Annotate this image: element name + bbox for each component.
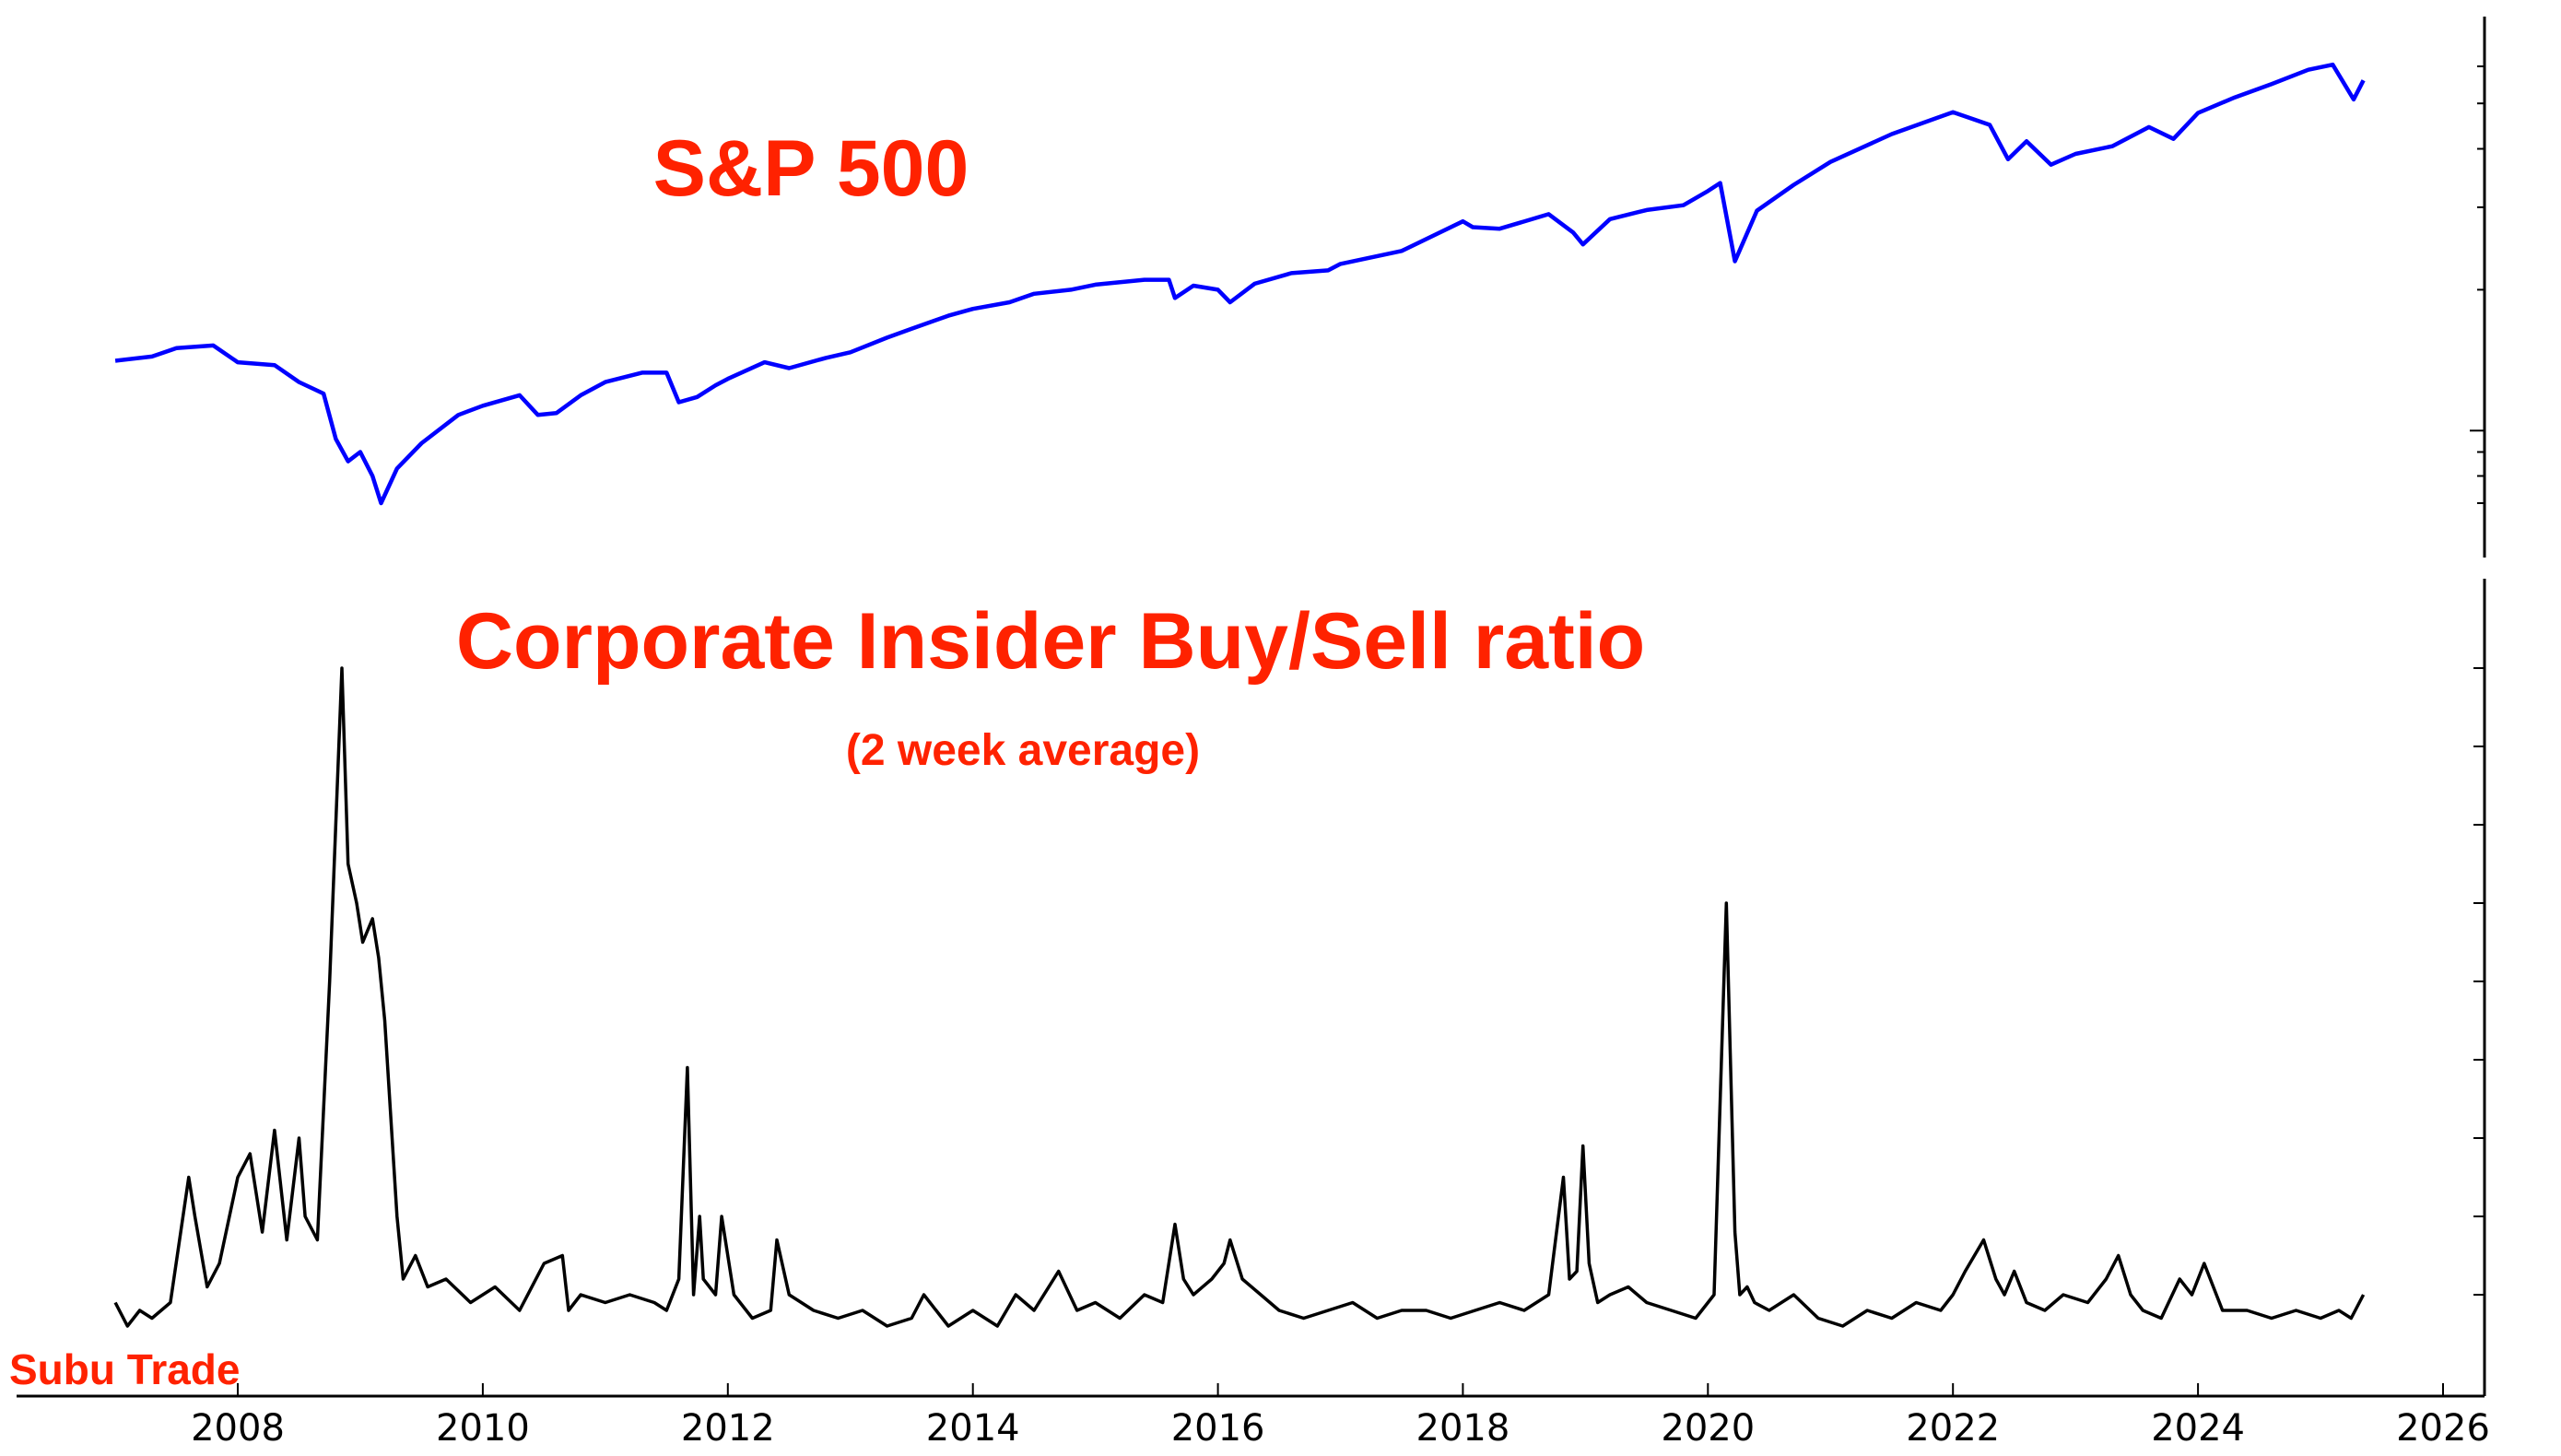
x-tick-label: 2010 xyxy=(436,1407,530,1450)
sp500-y-ticks xyxy=(2470,65,2485,504)
x-tick-label: 2020 xyxy=(1661,1407,1755,1450)
insider-panel: 2008 2010 2012 2014 2016 2018 2020 2022 2024 2026… xyxy=(17,579,2490,1450)
insider-title: Corporate Insider Buy/Sell ratio xyxy=(456,597,1645,686)
x-tick-label: 2016 xyxy=(1171,1407,1265,1450)
sp500-panel: S&P 500 xyxy=(114,17,2486,558)
x-tick-label: 2008 xyxy=(191,1407,285,1450)
x-tick-label: 2022 xyxy=(1906,1407,2000,1450)
watermark-text: Subu Trade xyxy=(9,1345,240,1393)
x-tick-label: 2024 xyxy=(2151,1407,2245,1450)
x-tick-label: 2026 xyxy=(2396,1407,2490,1450)
sp500-line xyxy=(114,62,2366,506)
sp500-title: S&P 500 xyxy=(653,124,969,213)
x-tick-label: 2012 xyxy=(681,1407,775,1450)
x-tick-label: 2018 xyxy=(1416,1407,1510,1450)
insider-y-ticks xyxy=(2473,667,2485,1296)
x-axis-ticks: 2008 2010 2012 2014 2016 2018 2020 2022 2024 2026 xyxy=(191,1383,2490,1450)
insider-subtitle: (2 week average) xyxy=(846,726,1200,775)
insider-ratio-line xyxy=(113,666,2366,1328)
x-tick-label: 2014 xyxy=(926,1407,1020,1450)
